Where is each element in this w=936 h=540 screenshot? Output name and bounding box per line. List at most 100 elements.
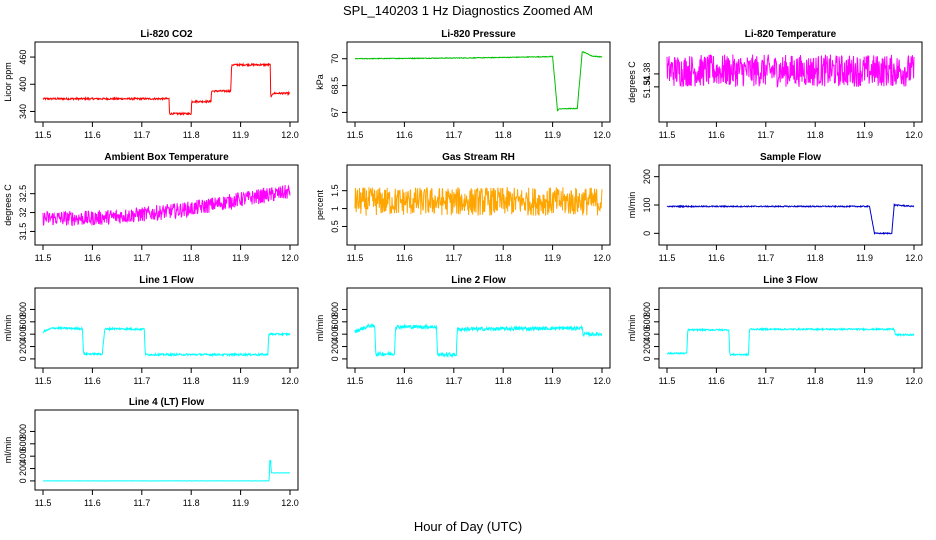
x-tick-label: 12.0 (593, 130, 611, 140)
x-tick-label: 11.9 (856, 376, 873, 386)
panel-box-temp: Ambient Box Temperature degrees C 11.5 11.6… (3, 152, 299, 263)
y-tick-label: 400 (18, 77, 28, 92)
panel-title: Line 4 (LT) Flow (129, 397, 205, 408)
y-tick-label: 67 (330, 107, 340, 117)
y-tick-label: 200 (18, 461, 28, 476)
y-tick-label: 0 (642, 231, 652, 236)
x-tick-label: 11.7 (445, 376, 462, 386)
x-tick-label: 11.5 (35, 253, 52, 263)
y-axis-label: degrees C (3, 184, 13, 226)
panel-line4-flow: Line 4 (LT) Flow ml/min 11.5 11.6 11.7 11.8 11… (3, 397, 299, 508)
y-tick-label: 200 (18, 339, 28, 354)
plot-frame (34, 409, 299, 491)
y-tick-label: 0 (642, 356, 652, 361)
panel-pressure: Li-820 Pressure kPa 11.5 11.6 11.7 11.8 11.9 12… (315, 29, 611, 140)
panel-title: Sample Flow (760, 152, 821, 163)
y-tick-label: 400 (642, 327, 652, 342)
y-tick-label: 200 (642, 169, 652, 184)
plot-frame (34, 164, 299, 246)
x-tick-label: 11.8 (183, 498, 200, 508)
y-tick-label: 51.38 (642, 63, 652, 86)
x-tick-label: 11.9 (232, 130, 249, 140)
panel-line1-flow: Line 1 Flow ml/min 11.5 11.6 11.7 11.8 11.9 12.… (3, 275, 299, 386)
y-axis-label: ml/min (3, 437, 13, 464)
x-tick-label: 11.7 (445, 253, 462, 263)
panel-line2-flow: Line 2 Flow ml/min 11.5 11.6 11.7 11.8 11.9 12.… (315, 275, 611, 386)
y-tick-label: 600 (330, 314, 340, 329)
y-tick-label: 100 (642, 197, 652, 212)
y-tick-label: 800 (18, 424, 28, 439)
y-axis-label: ml/min (3, 315, 13, 342)
x-tick-label: 11.6 (708, 253, 725, 263)
series-line-line2-flow (354, 322, 603, 358)
panel-co2: Li-820 CO2 Licor ppm 11.5 11.6 11.7 11.8 11.9 1… (3, 29, 299, 140)
y-tick-label: 200 (642, 339, 652, 354)
panel-licor-temp: Li-820 Temperature degrees C 11.5 11.6 11.7 1… (627, 29, 923, 140)
x-tick-label: 11.8 (495, 376, 512, 386)
y-axis-label: ml/min (627, 315, 637, 342)
x-tick-label: 12.0 (593, 253, 611, 263)
y-tick-label: 70 (330, 54, 340, 64)
y-axis-label: ml/min (627, 192, 637, 219)
panel-title: Ambient Box Temperature (104, 152, 229, 163)
y-tick-label: 32.5 (18, 185, 28, 203)
y-tick-label: 0 (18, 478, 28, 483)
x-tick-label: 11.5 (659, 376, 676, 386)
panel-line3-flow: Line 3 Flow ml/min 11.5 11.6 11.7 11.8 11.9 12.… (627, 275, 923, 386)
x-tick-label: 11.7 (445, 130, 462, 140)
panel-title: Li-820 Temperature (745, 29, 837, 40)
figure-title: SPL_140203 1 Hz Diagnostics Zoomed AM (343, 3, 593, 18)
series-line-pressure (354, 51, 603, 112)
x-tick-label: 11.8 (183, 253, 200, 263)
series-line-co2 (42, 62, 291, 116)
panel-title: Li-820 Pressure (441, 29, 516, 40)
x-tick-label: 12.0 (593, 376, 611, 386)
x-tick-label: 11.7 (133, 253, 150, 263)
y-tick-label: 800 (330, 302, 340, 317)
y-axis-label: kPa (315, 74, 325, 90)
chart-panels: Li-820 CO2 Licor ppm 11.5 11.6 11.7 11.8 11.9 1… (3, 29, 923, 508)
x-tick-label: 12.0 (905, 376, 923, 386)
x-tick-label: 11.7 (133, 498, 150, 508)
y-tick-label: 31.5 (18, 223, 28, 241)
x-tick-label: 11.9 (544, 130, 561, 140)
x-tick-label: 12.0 (281, 253, 299, 263)
x-tick-label: 11.8 (183, 130, 200, 140)
x-tick-label: 11.5 (347, 130, 364, 140)
x-tick-label: 11.7 (133, 130, 150, 140)
x-tick-label: 11.6 (84, 253, 101, 263)
series-line-line4-flow (42, 459, 291, 482)
x-tick-label: 11.5 (659, 130, 676, 140)
y-axis-label: Licor ppm (3, 62, 13, 102)
x-tick-label: 11.5 (35, 130, 52, 140)
y-tick-label: 400 (18, 449, 28, 464)
y-axis-label: degrees C (627, 61, 637, 103)
x-tick-label: 11.7 (757, 376, 774, 386)
panel-title: Li-820 CO2 (140, 29, 193, 40)
x-tick-label: 11.8 (807, 253, 824, 263)
y-tick-label: 400 (18, 327, 28, 342)
x-tick-label: 11.8 (807, 376, 824, 386)
y-tick-label: 800 (642, 302, 652, 317)
x-tick-label: 11.6 (84, 130, 101, 140)
x-tick-label: 11.8 (183, 376, 200, 386)
x-tick-label: 11.6 (708, 376, 725, 386)
x-tick-label: 11.6 (396, 253, 413, 263)
series-line-rh (354, 186, 603, 216)
x-tick-label: 11.6 (708, 130, 725, 140)
y-tick-label: 1 (330, 206, 340, 211)
y-tick-label: 68.5 (330, 77, 340, 95)
series-line-line3-flow (666, 326, 915, 357)
x-tick-label: 12.0 (905, 253, 923, 263)
y-tick-label: 340 (18, 104, 28, 119)
x-tick-label: 11.5 (35, 376, 52, 386)
plot-frame (346, 164, 611, 246)
y-tick-label: 32 (18, 208, 28, 218)
panel-sample-flow: Sample Flow ml/min 11.5 11.6 11.7 11.8 11.9 12.… (627, 152, 923, 263)
x-tick-label: 11.6 (84, 498, 101, 508)
plot-frame (34, 287, 299, 369)
y-tick-label: 400 (330, 327, 340, 342)
panel-title: Line 2 Flow (451, 275, 506, 286)
